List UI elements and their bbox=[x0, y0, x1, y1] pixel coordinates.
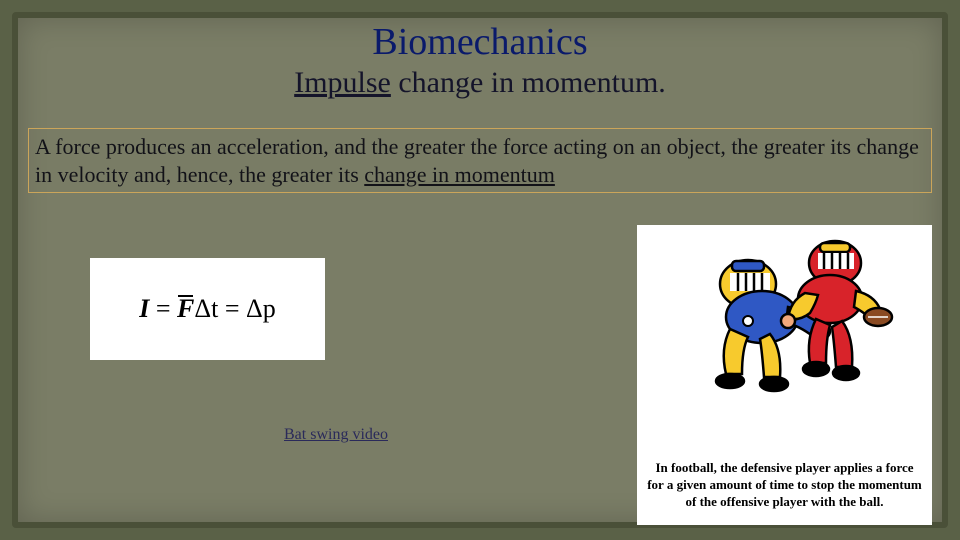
formula-I: I bbox=[139, 294, 149, 323]
subtitle-impulse: Impulse bbox=[294, 66, 391, 99]
illustration-caption: In football, the defensive player applie… bbox=[647, 460, 922, 511]
formula-dp: Δp bbox=[246, 294, 276, 323]
illustration-panel: In football, the defensive player applie… bbox=[637, 225, 932, 525]
slide-subtitle: Impulse change in momentum. bbox=[0, 66, 960, 100]
bat-swing-video-link[interactable]: Bat swing video bbox=[284, 426, 388, 444]
formula-eq2: = bbox=[218, 294, 246, 323]
body-text: A force produces an acceleration, and th… bbox=[28, 128, 932, 193]
subtitle-rest: change in momentum. bbox=[391, 66, 666, 99]
football-players-icon bbox=[670, 229, 900, 419]
body-text-underlined: change in momentum bbox=[364, 162, 555, 187]
formula-dt: Δt bbox=[194, 294, 218, 323]
formula-F: F bbox=[177, 294, 194, 324]
slide-title: Biomechanics bbox=[0, 20, 960, 64]
impulse-formula: I = FΔt = Δp bbox=[139, 294, 276, 324]
formula-box: I = FΔt = Δp bbox=[90, 258, 325, 360]
title-area: Biomechanics Impulse change in momentum. bbox=[0, 20, 960, 100]
formula-eq1: = bbox=[149, 294, 177, 323]
